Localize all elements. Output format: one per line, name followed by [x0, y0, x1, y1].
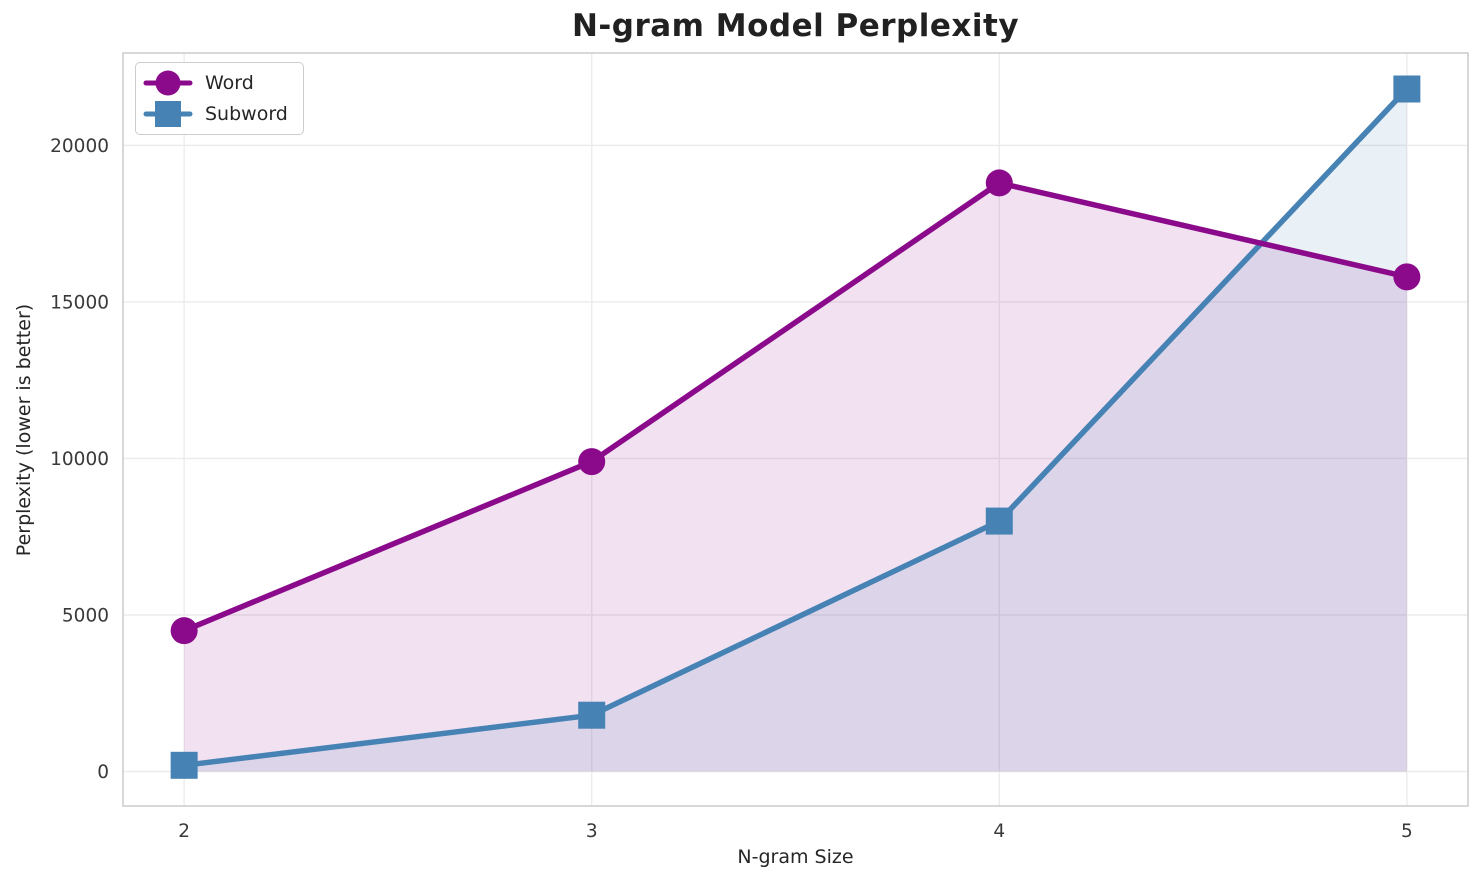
x-tick-label: 2 [178, 821, 190, 842]
legend-item-label: Word [205, 71, 254, 94]
word-line [181, 180, 1410, 634]
x-axis-label: N-gram Size [737, 846, 854, 868]
word-fill-area [184, 182, 1407, 772]
legend: Word Subword [135, 62, 304, 135]
subword-point-marker [170, 751, 198, 779]
plot-border [122, 52, 1469, 807]
circle-line-marker-icon [143, 70, 193, 96]
legend-marker-sample [155, 70, 181, 96]
legend-marker-sample [155, 101, 181, 127]
subword-point-marker [1393, 75, 1421, 103]
x-tick-label: 4 [993, 821, 1005, 842]
y-tick-label: 20000 [50, 136, 109, 157]
legend-item-subword: Subword [143, 100, 288, 128]
y-tick-label: 10000 [50, 449, 109, 470]
y-tick-label: 5000 [62, 606, 109, 627]
y-tick-label: 0 [97, 762, 109, 783]
x-tick-label: 3 [586, 821, 598, 842]
word-point-marker [985, 169, 1013, 197]
word-point-marker [170, 617, 198, 645]
x-tick-label: 5 [1401, 821, 1413, 842]
chart-title: N-gram Model Perplexity [571, 8, 1020, 44]
legend-item-word: Word [143, 69, 288, 97]
legend-item-label: Subword [205, 102, 288, 125]
y-tick-label: 15000 [50, 292, 109, 313]
word-point-marker [1393, 263, 1421, 291]
subword-point-marker [985, 507, 1013, 535]
square-line-marker-icon [143, 101, 193, 127]
word-point-marker [578, 448, 606, 476]
subword-line [181, 86, 1410, 769]
subword-point-marker [578, 701, 606, 729]
subword-fill-area [184, 89, 1407, 772]
